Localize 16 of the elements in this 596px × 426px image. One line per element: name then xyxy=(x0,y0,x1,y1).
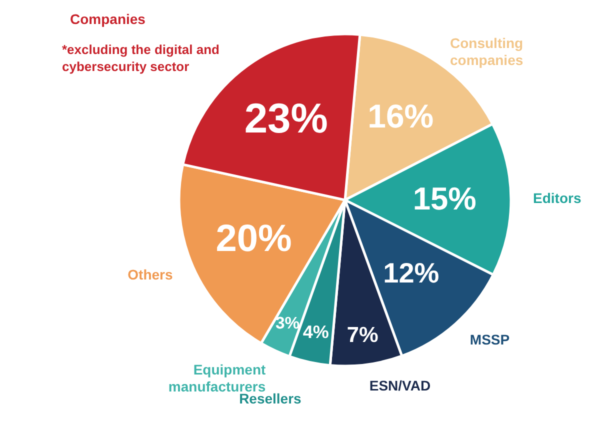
data-label: 7% xyxy=(346,322,378,347)
text: *excluding the digital and cybersecurity sector xyxy=(62,42,220,74)
slice-label: ESN/VAD xyxy=(369,377,431,394)
slice-label: Others xyxy=(128,266,173,282)
data-label: 23% xyxy=(244,94,328,142)
data-label: 16% xyxy=(368,97,434,134)
data-label: 15% xyxy=(412,180,476,217)
data-label: 20% xyxy=(216,218,292,260)
data-label: 3% xyxy=(275,313,300,332)
slice-label: Editors xyxy=(533,190,582,206)
slice-label: Companies xyxy=(70,11,146,27)
slice-label: Equipment manufacturers xyxy=(168,361,266,394)
data-label: 4% xyxy=(302,322,329,342)
slice-label: Consulting companies xyxy=(450,35,524,68)
slice-label: MSSP xyxy=(470,331,510,348)
data-label: 12% xyxy=(383,257,440,288)
